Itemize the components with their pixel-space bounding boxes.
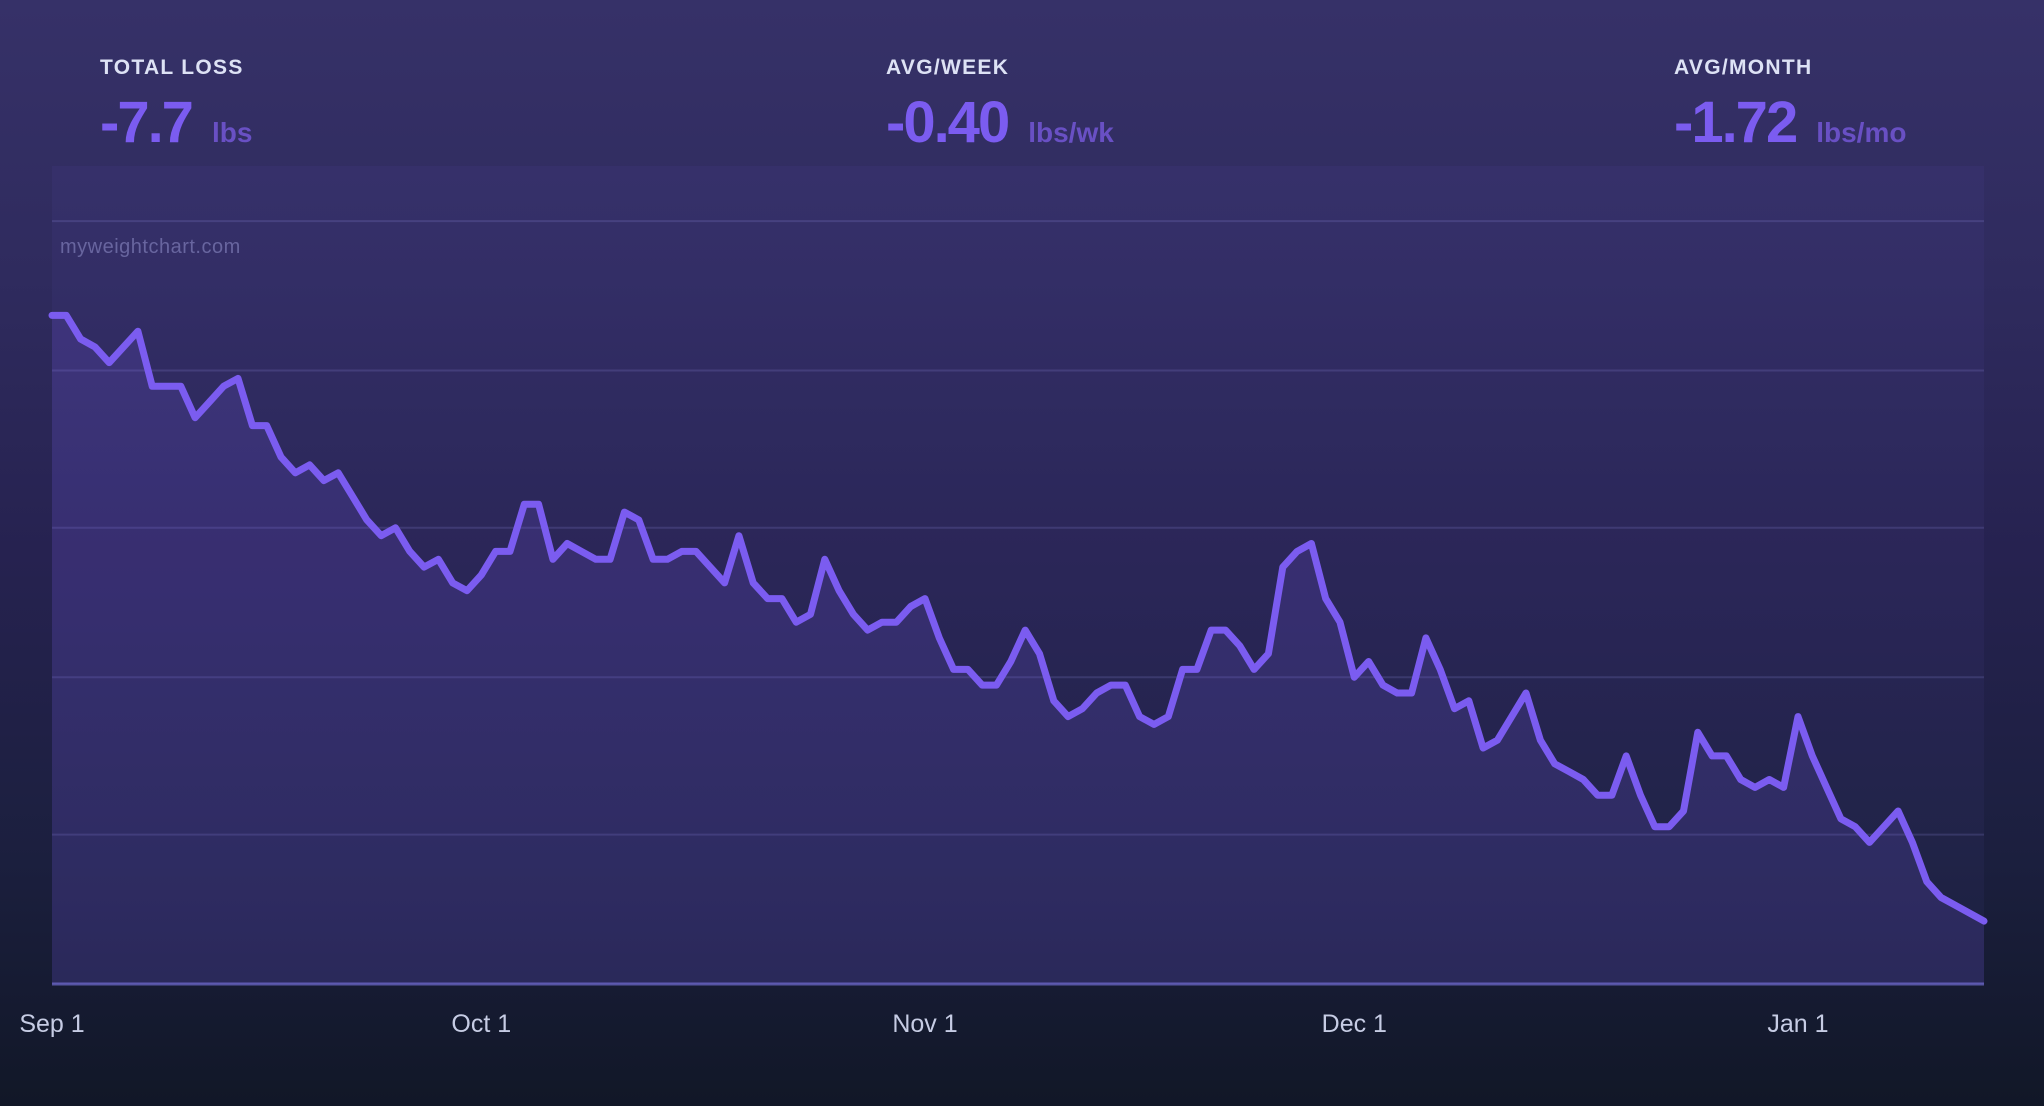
stat-value: -1.72: [1674, 90, 1798, 155]
stat-value-row: -1.72 lbs/mo: [1674, 94, 1906, 152]
weight-line: [48, 311, 1988, 925]
stat-label: TOTAL LOSS: [100, 56, 244, 79]
stat-unit: lbs/mo: [1816, 117, 1907, 148]
stat-label: AVG/MONTH: [1674, 56, 1813, 79]
plot-area: [52, 166, 1984, 984]
stat-value-row: -0.40 lbs/wk: [886, 94, 1114, 152]
x-tick-label: Oct 1: [451, 1010, 511, 1038]
stat-value-row: -7.7 lbs: [100, 94, 252, 152]
stat-avg-week: AVG/WEEK -0.40 lbs/wk: [886, 56, 1114, 152]
x-tick-label: Jan 1: [1767, 1010, 1828, 1038]
watermark: myweightchart.com: [60, 236, 241, 259]
x-tick-label: Nov 1: [892, 1010, 957, 1038]
stat-total-loss: TOTAL LOSS -7.7 lbs: [100, 56, 252, 152]
stat-avg-month: AVG/MONTH -1.72 lbs/mo: [1674, 56, 1906, 152]
stat-label: AVG/WEEK: [886, 56, 1010, 79]
stat-unit: lbs/wk: [1028, 117, 1114, 148]
x-tick-label: Sep 1: [19, 1010, 84, 1038]
stat-unit: lbs: [211, 117, 253, 148]
stat-value: -0.40: [886, 90, 1010, 155]
x-tick-label: Dec 1: [1322, 1010, 1387, 1038]
stat-value: -7.7: [100, 90, 194, 155]
